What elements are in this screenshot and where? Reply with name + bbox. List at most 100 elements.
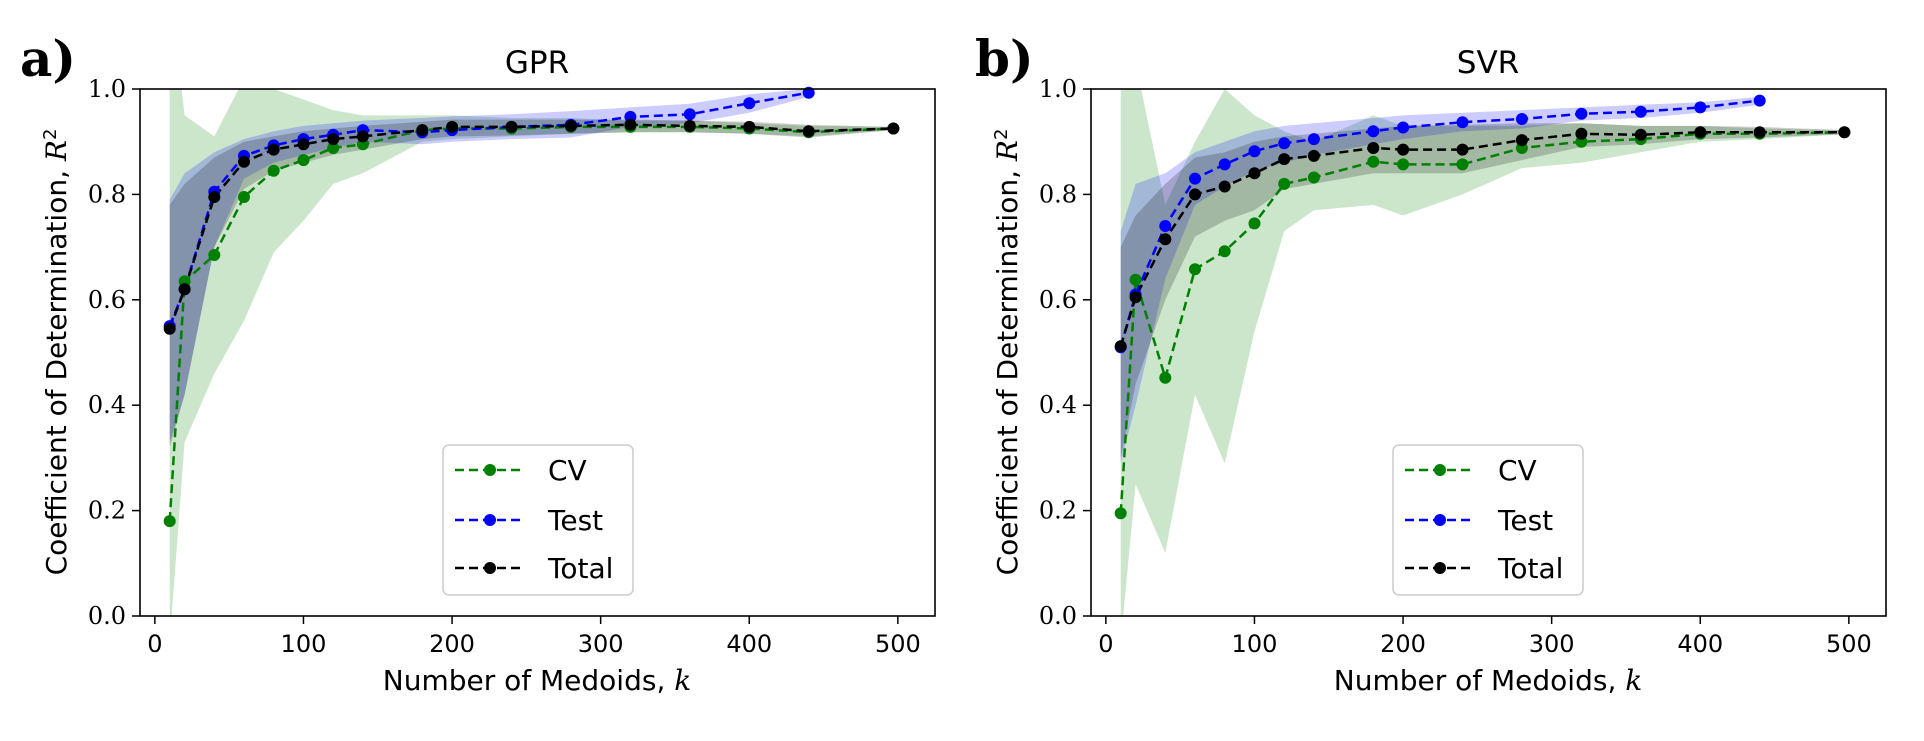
legend-entry-total: Total: [455, 552, 613, 585]
point-test: [1278, 137, 1291, 150]
band-cv: [169, 89, 894, 616]
point-cv: [1456, 158, 1469, 171]
point-total: [802, 125, 815, 138]
legend-label-cv: CV: [548, 454, 587, 487]
y-axis-label-sup: 2: [991, 129, 1012, 140]
panel-label: a): [20, 29, 76, 88]
point-total: [683, 119, 696, 132]
legend-entry-cv: CV: [1405, 454, 1537, 487]
point-test: [1634, 105, 1647, 118]
point-total: [1248, 167, 1261, 180]
y-tick-label: 0.2: [88, 497, 126, 525]
legend-label-cv: CV: [1498, 454, 1537, 487]
legend-box: [442, 444, 634, 596]
point-test: [683, 108, 696, 121]
x-tick-label: 200: [1380, 630, 1426, 658]
point-total: [327, 133, 340, 146]
point-cv: [1307, 171, 1320, 184]
y-tick-label: 0.0: [88, 602, 126, 630]
x-tick-label: 400: [726, 630, 772, 658]
legend-label-test: Test: [547, 504, 603, 537]
legend-entry-test: Test: [1405, 504, 1553, 537]
point-test: [1307, 133, 1320, 146]
point-total: [1114, 340, 1127, 353]
point-total: [1218, 180, 1231, 193]
x-tick-label: 100: [1232, 630, 1278, 658]
y-tick-label: 0.2: [1039, 497, 1077, 525]
point-cv: [163, 515, 176, 528]
y-axis-label-sup: 2: [40, 129, 61, 140]
legend-label-total: Total: [1497, 552, 1563, 585]
legend-marker-total: [484, 562, 496, 574]
x-axis-label-text: Number of Medoids,: [383, 664, 666, 697]
x-tick-label: 300: [1529, 630, 1575, 658]
panel-label: b): [975, 29, 1034, 88]
point-total: [446, 120, 459, 133]
x-tick-label: 500: [1826, 630, 1872, 658]
point-total: [564, 119, 577, 132]
point-total: [1307, 149, 1320, 162]
point-total: [163, 322, 176, 335]
series-markers: [1114, 94, 1851, 520]
point-cv: [208, 249, 221, 261]
point-total: [208, 191, 221, 203]
y-tick-label: 1.0: [88, 75, 126, 103]
point-test: [1694, 101, 1707, 114]
x-tick-label: 300: [578, 630, 624, 658]
point-total: [887, 122, 900, 135]
point-total: [297, 138, 310, 151]
x-axis-ticks: 0 100 200 300 400 500: [1098, 616, 1872, 658]
point-total: [1129, 291, 1142, 304]
plot-frame: [1090, 88, 1887, 617]
series-markers: [163, 86, 900, 528]
point-cv: [1159, 371, 1172, 384]
legend: CV Test Total: [442, 444, 634, 596]
legend-marker-cv: [484, 464, 496, 476]
y-axis-label: Coefficient of Determination, R2: [991, 129, 1024, 576]
y-axis-label: Coefficient of Determination, R2: [40, 129, 73, 576]
x-axis-ticks: 0 100 200 300 400 500: [147, 616, 921, 658]
point-test: [1515, 113, 1528, 125]
y-tick-label: 0.6: [1039, 286, 1077, 314]
x-tick-label: 0: [1098, 630, 1113, 658]
point-total: [416, 124, 429, 137]
point-test: [1753, 94, 1766, 107]
point-total: [1159, 233, 1172, 246]
legend-label-test: Test: [1497, 504, 1553, 537]
x-tick-label: 500: [875, 630, 921, 658]
point-total: [1575, 127, 1588, 140]
y-tick-label: 0.4: [1039, 391, 1077, 419]
point-total: [1367, 142, 1380, 154]
x-axis-label-text: Number of Medoids,: [1334, 664, 1617, 697]
point-total: [1456, 143, 1469, 156]
x-axis-label: Number of Medoids, k: [1334, 664, 1642, 697]
point-total: [267, 143, 280, 156]
y-tick-label: 0.4: [88, 391, 126, 419]
legend-entry-test: Test: [455, 504, 603, 537]
point-total: [1189, 188, 1201, 201]
legend-marker-test: [1434, 514, 1446, 526]
y-axis-label-var: R: [991, 140, 1024, 162]
point-test: [1397, 121, 1410, 134]
y-axis-label-text: Coefficient of Determination,: [40, 170, 73, 575]
y-axis-label-text: Coefficient of Determination,: [991, 170, 1024, 575]
point-total: [1278, 153, 1291, 166]
point-total: [178, 283, 191, 296]
point-test: [1575, 107, 1588, 120]
line-test: [1119, 99, 1760, 348]
point-cv: [1397, 158, 1410, 171]
x-axis-label-var: k: [674, 664, 691, 697]
point-cv: [1278, 177, 1291, 190]
x-tick-label: 0: [147, 630, 162, 658]
point-test: [743, 97, 756, 110]
line-test: [168, 91, 809, 327]
point-cv: [1367, 155, 1380, 168]
point-test: [1367, 125, 1380, 138]
point-total: [1397, 143, 1410, 156]
legend-label-total: Total: [547, 552, 613, 585]
legend-marker-total: [1434, 562, 1446, 574]
chart-title: GPR: [505, 45, 569, 81]
point-total: [624, 118, 637, 131]
point-total: [743, 120, 756, 133]
